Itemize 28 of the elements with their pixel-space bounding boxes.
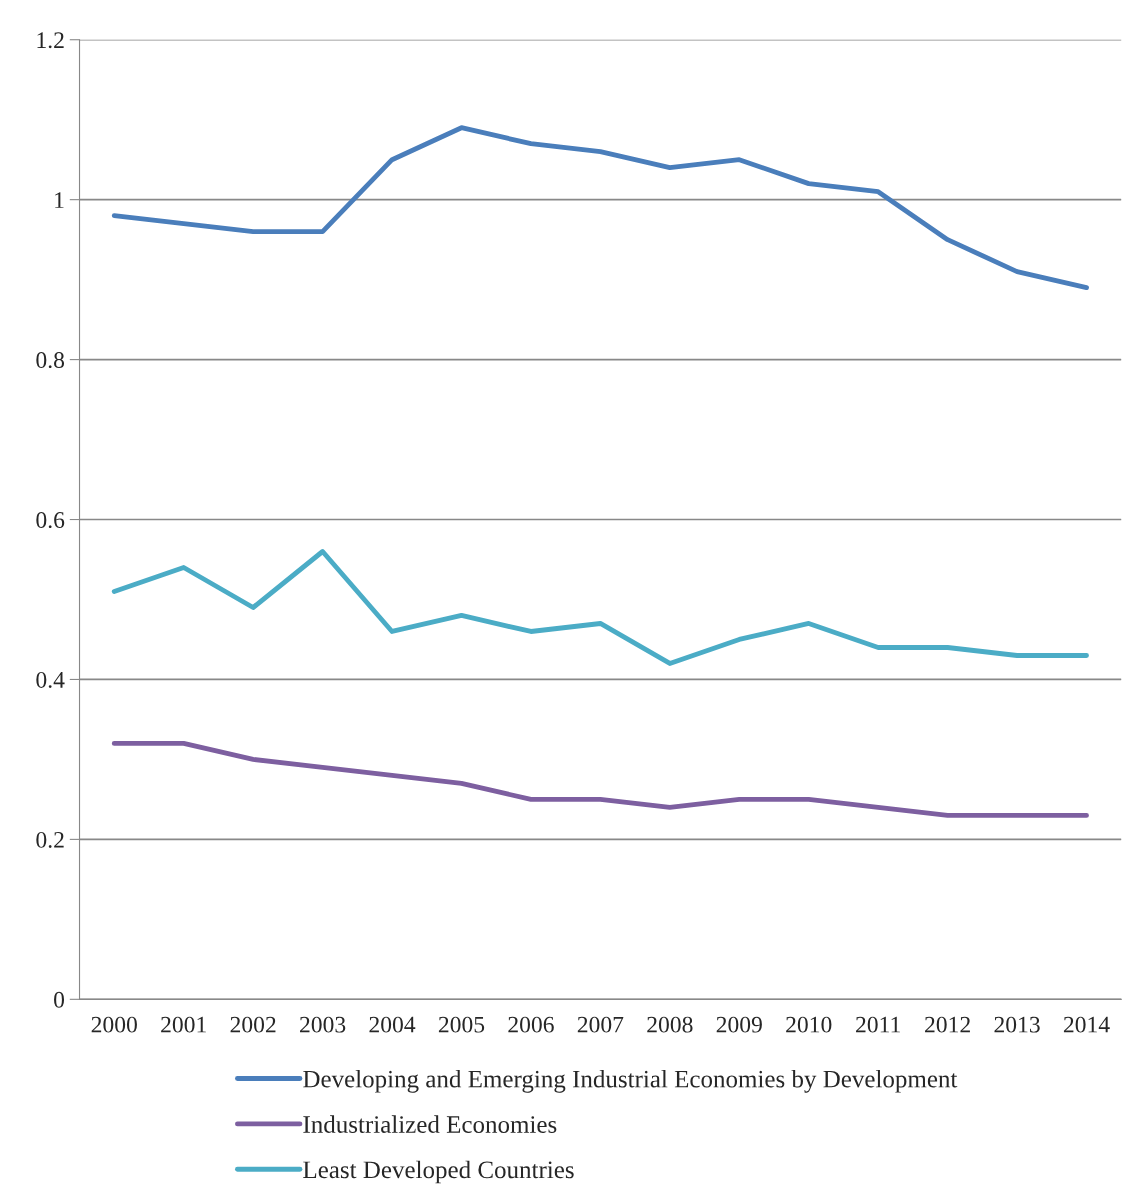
x-tick-label: 2007 xyxy=(577,1016,624,1033)
line-series xyxy=(111,125,1089,291)
x-tick-label: 2002 xyxy=(230,1016,276,1033)
x-tick-label: 2004 xyxy=(369,1016,416,1033)
y-tick-label: 0.4 xyxy=(36,671,65,688)
x-tick-label: 2003 xyxy=(300,1016,346,1033)
x-tick-label: 2014 xyxy=(1063,1016,1110,1033)
y-tick-label: 0.2 xyxy=(36,831,64,848)
x-tick-label: 2011 xyxy=(856,1016,900,1033)
x-tick-label: 2012 xyxy=(925,1016,970,1033)
x-tick-label: 2001 xyxy=(161,1016,206,1033)
x-tick-label: 2005 xyxy=(438,1016,485,1033)
line-series xyxy=(111,549,1089,666)
x-tick-label: 2010 xyxy=(786,1016,832,1033)
y-tick-label: 0.8 xyxy=(36,352,65,369)
y-tick-label: 1.2 xyxy=(37,32,64,49)
legend-label: Developing and Emerging Industrial Economies by Development xyxy=(303,1069,958,1093)
legend-label: Least Developed Countries xyxy=(303,1160,574,1184)
x-tick-label: 2008 xyxy=(647,1016,693,1033)
x-tick-label: 2013 xyxy=(994,1016,1040,1033)
y-tick-label: 0 xyxy=(54,991,65,1008)
x-tick-label: 2009 xyxy=(716,1016,762,1033)
legend-label: Industrialized Economies xyxy=(303,1115,557,1133)
y-tick-label: 0.6 xyxy=(36,512,65,529)
line-series xyxy=(111,741,1089,818)
x-tick-label: 2006 xyxy=(508,1016,554,1033)
x-tick-label: 2000 xyxy=(91,1016,137,1033)
y-tick-label: 1 xyxy=(55,192,64,208)
